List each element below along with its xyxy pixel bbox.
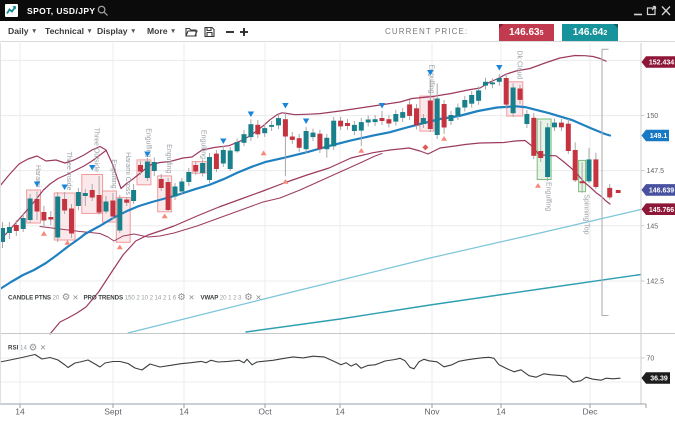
svg-text:Sept: Sept	[104, 407, 122, 417]
svg-text:⚙: ⚙	[244, 292, 253, 303]
svg-text:Harami Cross: Harami Cross	[124, 152, 131, 195]
svg-text:VWAP 20 1 2 3: VWAP 20 1 2 3	[201, 294, 243, 301]
svg-text:14: 14	[15, 407, 25, 417]
svg-text:✕: ✕	[72, 293, 78, 302]
svg-text:Three Outside: Three Outside	[93, 128, 100, 172]
svg-text:Oct: Oct	[258, 407, 272, 417]
svg-text:145.766: 145.766	[649, 207, 674, 214]
svg-text:Nov: Nov	[424, 407, 440, 417]
svg-text:⚙: ⚙	[177, 292, 186, 303]
svg-text:PRO TRENDS 150 2 10 2 14 2 1 6: PRO TRENDS 150 2 10 2 14 2 1 6	[84, 294, 177, 301]
svg-text:14: 14	[335, 407, 345, 417]
svg-text:150: 150	[647, 113, 659, 120]
svg-text:Spinning Top: Spinning Top	[583, 194, 590, 234]
svg-text:Dk Cloud: Dk Cloud	[515, 51, 522, 80]
svg-text:✕: ✕	[255, 293, 261, 302]
svg-text:145: 145	[647, 223, 659, 230]
svg-text:14: 14	[496, 407, 506, 417]
svg-text:142.5: 142.5	[647, 279, 665, 286]
svg-text:14: 14	[179, 407, 189, 417]
svg-text:152.434: 152.434	[649, 60, 674, 67]
svg-text:⚙: ⚙	[29, 342, 38, 353]
svg-text:Engulfing: Engulfing	[144, 128, 151, 157]
svg-text:Engulfing: Engulfing	[427, 64, 434, 93]
svg-text:Engulfing: Engulfing	[110, 159, 117, 188]
svg-text:Engulfing: Engulfing	[165, 144, 172, 173]
svg-text:✕: ✕	[188, 293, 194, 302]
svg-text:147.5: 147.5	[647, 168, 665, 175]
svg-text:36.39: 36.39	[650, 376, 668, 383]
svg-text:Dec: Dec	[582, 407, 598, 417]
svg-text:CANDLE PTNS 20: CANDLE PTNS 20	[8, 294, 60, 301]
svg-text:RSI 14: RSI 14	[8, 345, 27, 352]
svg-text:Three Inside: Three Inside	[65, 152, 72, 191]
svg-text:⚙: ⚙	[62, 292, 71, 303]
svg-text:70: 70	[647, 356, 655, 363]
svg-text:146.639: 146.639	[649, 188, 674, 195]
svg-text:149.1: 149.1	[650, 133, 668, 140]
svg-text:Engulfing: Engulfing	[545, 182, 552, 211]
svg-text:✕: ✕	[40, 343, 46, 352]
svg-text:Harami: Harami	[34, 165, 41, 188]
svg-text:Engulfing: Engulfing	[200, 130, 207, 159]
